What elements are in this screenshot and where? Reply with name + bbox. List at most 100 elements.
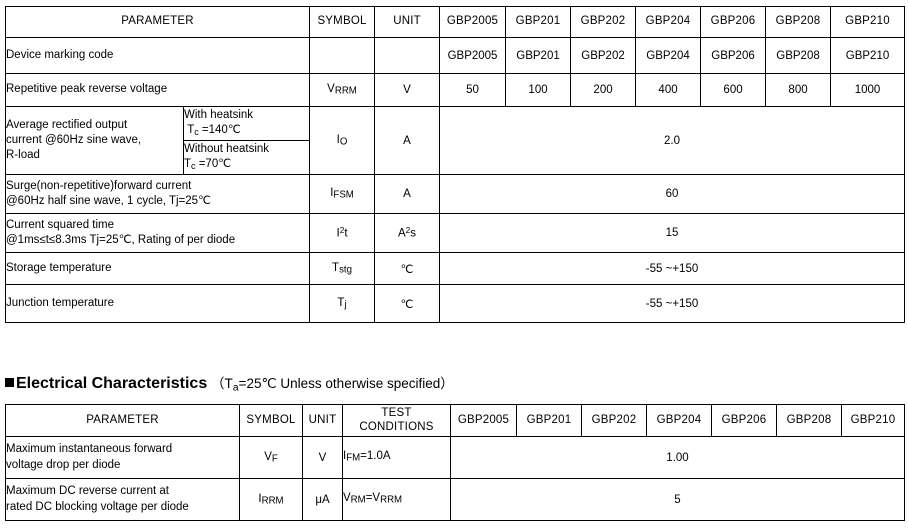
row-label-device-marking-code: Device marking code — [4, 37, 311, 74]
subcondition-line-2: Tc =140℃ — [184, 124, 241, 138]
cell-value-gbp206: 600 — [700, 73, 767, 107]
cell-value-gbp202: 200 — [570, 73, 637, 107]
cell-merged-value-tstg: -55 ~+150 — [439, 252, 906, 285]
table-header-row: PARAMETER SYMBOL UNIT GBP2005 GBP201 GBP… — [4, 6, 906, 38]
symbol-lead: T — [337, 296, 345, 309]
cell-unit-ifsm: A — [374, 174, 441, 214]
param-line-1: Average rectified output — [6, 118, 128, 131]
row-label-max-forward-voltage-drop: Maximum instantaneous forward voltage dr… — [5, 436, 240, 479]
cell-value-gbp202: GBP202 — [570, 37, 637, 74]
param-line-1: Maximum instantaneous forward — [6, 443, 173, 456]
cell-value-gbp208: GBP208 — [765, 37, 832, 74]
subcondition-with-heatsink: With heatsink Tc =140℃ — [182, 106, 311, 141]
row-label-storage-temperature: Storage temperature — [4, 252, 311, 285]
table-row: Storage temperature Tstg ℃ -55 ~+150 — [4, 252, 906, 285]
test-tail-2: RRM — [380, 495, 403, 507]
row-label-repetitive-peak-reverse-voltage: Repetitive peak reverse voltage — [4, 73, 311, 107]
test-conditions-line-1: TEST — [381, 407, 412, 420]
cell-symbol-ifsm: IFSM — [309, 174, 376, 214]
cell-merged-value-i2t: 15 — [439, 213, 906, 253]
col-header-unit: UNIT — [374, 6, 441, 38]
col-header-test-conditions: TEST CONDITIONS — [342, 404, 451, 437]
symbol-lead: I — [336, 133, 340, 146]
col-header-symbol: SYMBOL — [239, 404, 303, 437]
cell-merged-value-ifsm: 60 — [439, 174, 906, 214]
cell-value-gbp201: GBP201 — [505, 37, 572, 74]
condition-pre: （T — [210, 376, 233, 391]
section-title: Electrical Characteristics — [16, 375, 208, 392]
table-row: Repetitive peak reverse voltage VRRM V 5… — [4, 73, 906, 107]
section-condition: （Ta=25℃ Unless otherwise specified） — [207, 376, 454, 393]
table-row: Junction temperature Tj ℃ -55 ~+150 — [4, 284, 906, 323]
col-header-parameter: PARAMETER — [5, 404, 240, 437]
row-label-current-squared-time: Current squared time @1ms≤t≤8.3ms Tj=25℃… — [4, 213, 311, 253]
cell-unit-a2s: A2s — [374, 213, 441, 253]
cell-symbol-irrm: IRRM — [239, 478, 303, 521]
cell-unit-irrm: μA — [302, 478, 343, 521]
tc-value: =70℃ — [195, 158, 232, 171]
table-row: Current squared time @1ms≤t≤8.3ms Tj=25℃… — [4, 213, 906, 253]
cell-symbol-i2t: I2t — [309, 213, 376, 253]
symbol-lead: V — [264, 450, 272, 463]
symbol-lead: T — [332, 261, 340, 274]
col-header-gbp204: GBP204 — [646, 404, 712, 437]
test-tail: RM — [350, 495, 366, 507]
cell-merged-value-vf: 1.00 — [450, 436, 905, 479]
param-line-1: Surge(non-repetitive)forward current — [6, 179, 192, 192]
row-label-max-dc-reverse-current: Maximum DC reverse current at rated DC b… — [5, 478, 240, 521]
electrical-characteristics-table: PARAMETER SYMBOL UNIT TEST CONDITIONS GB… — [5, 404, 905, 521]
cell-symbol-tstg: Tstg — [309, 252, 376, 285]
table-row: Surge(non-repetitive)forward current @60… — [4, 174, 906, 214]
param-line-2: current @60Hz sine wave, — [6, 133, 142, 146]
symbol-tail: O — [339, 136, 348, 148]
col-header-gbp202: GBP202 — [570, 6, 637, 38]
param-line-2: @1ms≤t≤8.3ms Tj=25℃, Rating of per diode — [6, 234, 236, 246]
cell-value-gbp210: GBP210 — [830, 37, 906, 74]
test-lead: I — [343, 450, 347, 463]
table-row: Maximum DC reverse current at rated DC b… — [5, 478, 905, 521]
tc-subscript: c — [194, 127, 199, 138]
table-header-row: PARAMETER SYMBOL UNIT TEST CONDITIONS GB… — [5, 404, 905, 437]
tc-subscript: c — [191, 161, 196, 172]
row-label-surge-forward-current: Surge(non-repetitive)forward current @60… — [4, 174, 311, 214]
col-header-parameter: PARAMETER — [4, 6, 311, 38]
col-header-unit: UNIT — [302, 404, 343, 437]
clipped-maximum-ratings-heading: Maximum Ratings — [6, 0, 146, 1]
symbol-tail: stg — [339, 264, 352, 276]
cell-unit-vrrm: V — [374, 73, 441, 107]
symbol-tail: F — [271, 453, 278, 465]
cell-unit-tj: ℃ — [374, 284, 441, 323]
col-header-gbp208: GBP208 — [776, 404, 842, 437]
symbol-lead: V — [327, 83, 335, 96]
cell-value-gbp2005: 50 — [439, 73, 507, 107]
cell-value-gbp204: 400 — [635, 73, 702, 107]
condition-post: =25℃ Unless otherwise specified） — [238, 376, 454, 391]
cell-value-gbp208: 800 — [765, 73, 832, 107]
test-tail: FM — [346, 453, 361, 465]
tc-symbol: T — [184, 158, 192, 171]
cell-value-gbp201: 100 — [505, 73, 572, 107]
cell-unit-tstg: ℃ — [374, 252, 441, 285]
cell-value-gbp2005: GBP2005 — [439, 37, 507, 74]
cell-value-gbp206: GBP206 — [700, 37, 767, 74]
col-header-gbp206: GBP206 — [700, 6, 767, 38]
subcondition-line-2: Tc =70℃ — [184, 158, 232, 172]
cell-unit-vf: V — [302, 436, 343, 479]
cell-symbol-vf: VF — [239, 436, 303, 479]
symbol-tail: FSM — [333, 189, 354, 201]
cell-symbol-vrrm: VRRM — [309, 73, 376, 107]
cell-unit-device-marking-code — [374, 37, 441, 74]
col-header-gbp208: GBP208 — [765, 6, 832, 38]
cell-symbol-io: IO — [309, 106, 376, 175]
col-header-gbp202: GBP202 — [581, 404, 647, 437]
symbol-lead: I — [330, 187, 334, 200]
maximum-ratings-table: PARAMETER SYMBOL UNIT GBP2005 GBP201 GBP… — [4, 6, 906, 323]
tc-symbol: T — [187, 124, 195, 137]
col-header-gbp206: GBP206 — [711, 404, 777, 437]
col-header-gbp204: GBP204 — [635, 6, 702, 38]
param-line-2: @60Hz half sine wave, 1 cycle, Tj=25℃ — [6, 195, 211, 207]
param-line-1: Current squared time — [6, 218, 115, 231]
table-row-continued: Without heatsink Tc =70℃ — [6, 140, 905, 175]
subcondition-line-1: Without heatsink — [184, 143, 270, 156]
